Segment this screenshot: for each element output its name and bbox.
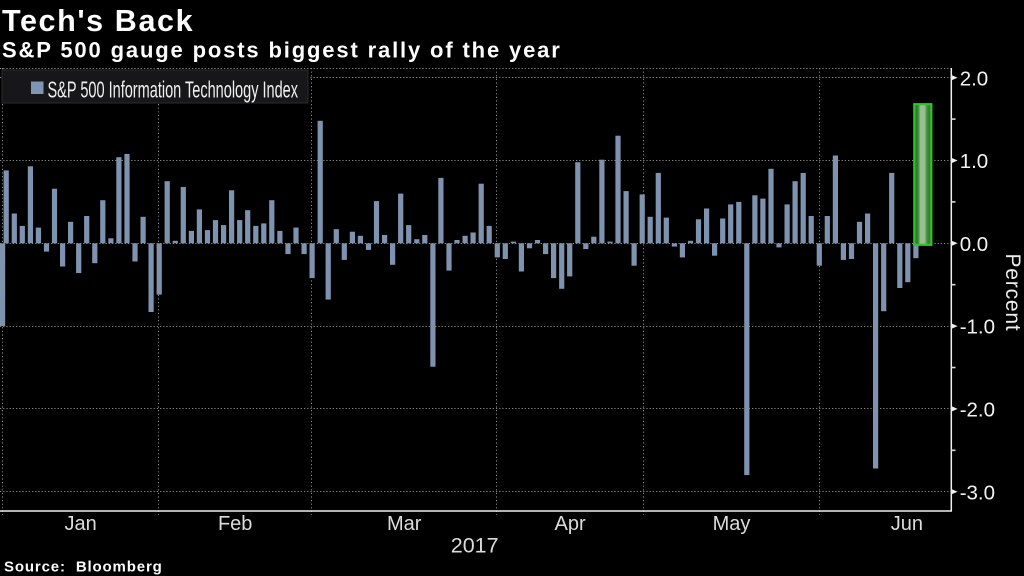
svg-text:1.0: 1.0 — [960, 150, 989, 173]
svg-text:0.0: 0.0 — [960, 233, 989, 256]
svg-text:-1.0: -1.0 — [960, 316, 995, 339]
svg-text:Apr: Apr — [555, 513, 586, 535]
svg-text:S&P 500 gauge posts biggest ra: S&P 500 gauge posts biggest rally of the… — [2, 38, 562, 63]
svg-text:Feb: Feb — [218, 513, 252, 535]
svg-text:Percent: Percent — [1001, 254, 1024, 332]
svg-text:May: May — [713, 513, 751, 535]
svg-text:Jun: Jun — [891, 513, 923, 535]
svg-text:2017: 2017 — [451, 534, 499, 558]
svg-text:-2.0: -2.0 — [960, 399, 995, 422]
svg-text:S&P 500 Information Technology: S&P 500 Information Technology Index — [48, 78, 299, 103]
svg-text:Mar: Mar — [387, 513, 422, 535]
svg-text:Source: Bloomberg: Source: Bloomberg — [4, 559, 163, 576]
svg-text:2.0: 2.0 — [960, 67, 989, 90]
svg-text:Jan: Jan — [64, 513, 96, 535]
svg-text:-3.0: -3.0 — [960, 481, 995, 504]
svg-text:Tech's Back: Tech's Back — [2, 4, 194, 38]
